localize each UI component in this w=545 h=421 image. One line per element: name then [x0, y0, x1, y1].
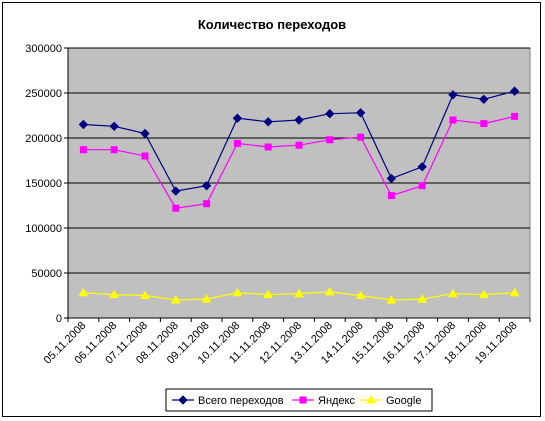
- data-point: [386, 173, 397, 184]
- data-point: [326, 136, 334, 144]
- y-tick-label: 250000: [25, 88, 62, 100]
- data-point: [109, 289, 120, 299]
- data-point: [232, 287, 243, 297]
- data-point: [140, 290, 150, 299]
- data-point: [232, 113, 243, 123]
- y-tick-label: 100000: [25, 223, 62, 235]
- data-point: [79, 146, 87, 154]
- data-point: [511, 112, 519, 120]
- data-point: [233, 139, 241, 147]
- data-point: [387, 192, 395, 200]
- y-tick-label: 200000: [25, 133, 62, 145]
- legend-label: Google: [386, 395, 421, 407]
- data-point: [449, 116, 457, 124]
- data-point: [478, 289, 489, 299]
- data-point: [479, 94, 489, 105]
- legend: Всего переходов Яндекс Google: [165, 388, 433, 412]
- data-point: [109, 121, 119, 132]
- plot-area: 05000010000015000020000025000030000005.1…: [25, 43, 531, 366]
- data-point: [357, 133, 365, 141]
- legend-marker: [366, 394, 376, 404]
- data-point: [417, 294, 428, 303]
- data-point: [110, 146, 118, 154]
- data-point: [294, 288, 304, 298]
- y-tick-label: 300000: [25, 43, 62, 55]
- legend-marker: [178, 395, 188, 405]
- chart-title: Количество переходов: [198, 17, 346, 32]
- data-point: [203, 200, 211, 208]
- data-point: [386, 294, 397, 304]
- data-point: [324, 286, 335, 296]
- data-point: [355, 290, 366, 299]
- y-tick-label: 50000: [31, 268, 62, 280]
- legend-marker: [299, 396, 307, 404]
- data-point: [355, 108, 366, 118]
- data-point: [480, 120, 488, 128]
- data-point: [78, 287, 89, 297]
- data-point: [448, 288, 458, 298]
- data-point: [294, 115, 304, 125]
- data-point: [172, 204, 180, 212]
- data-point: [417, 162, 427, 172]
- legend-label: Яндекс: [318, 395, 355, 407]
- y-tick-label: 0: [56, 313, 62, 325]
- data-point: [295, 141, 303, 149]
- data-point: [509, 86, 520, 96]
- data-point: [170, 294, 181, 304]
- data-point: [264, 143, 272, 151]
- data-point: [171, 186, 181, 196]
- data-point: [418, 182, 426, 190]
- data-point: [263, 289, 274, 299]
- y-tick-label: 150000: [25, 178, 62, 190]
- data-point: [78, 119, 89, 130]
- data-point: [201, 180, 212, 191]
- data-point: [263, 117, 273, 127]
- data-point: [141, 152, 149, 160]
- data-point: [325, 108, 335, 119]
- data-point: [140, 128, 150, 139]
- data-point: [509, 287, 520, 297]
- legend-label: Всего переходов: [198, 395, 284, 407]
- data-point: [448, 90, 458, 100]
- data-point: [201, 294, 212, 303]
